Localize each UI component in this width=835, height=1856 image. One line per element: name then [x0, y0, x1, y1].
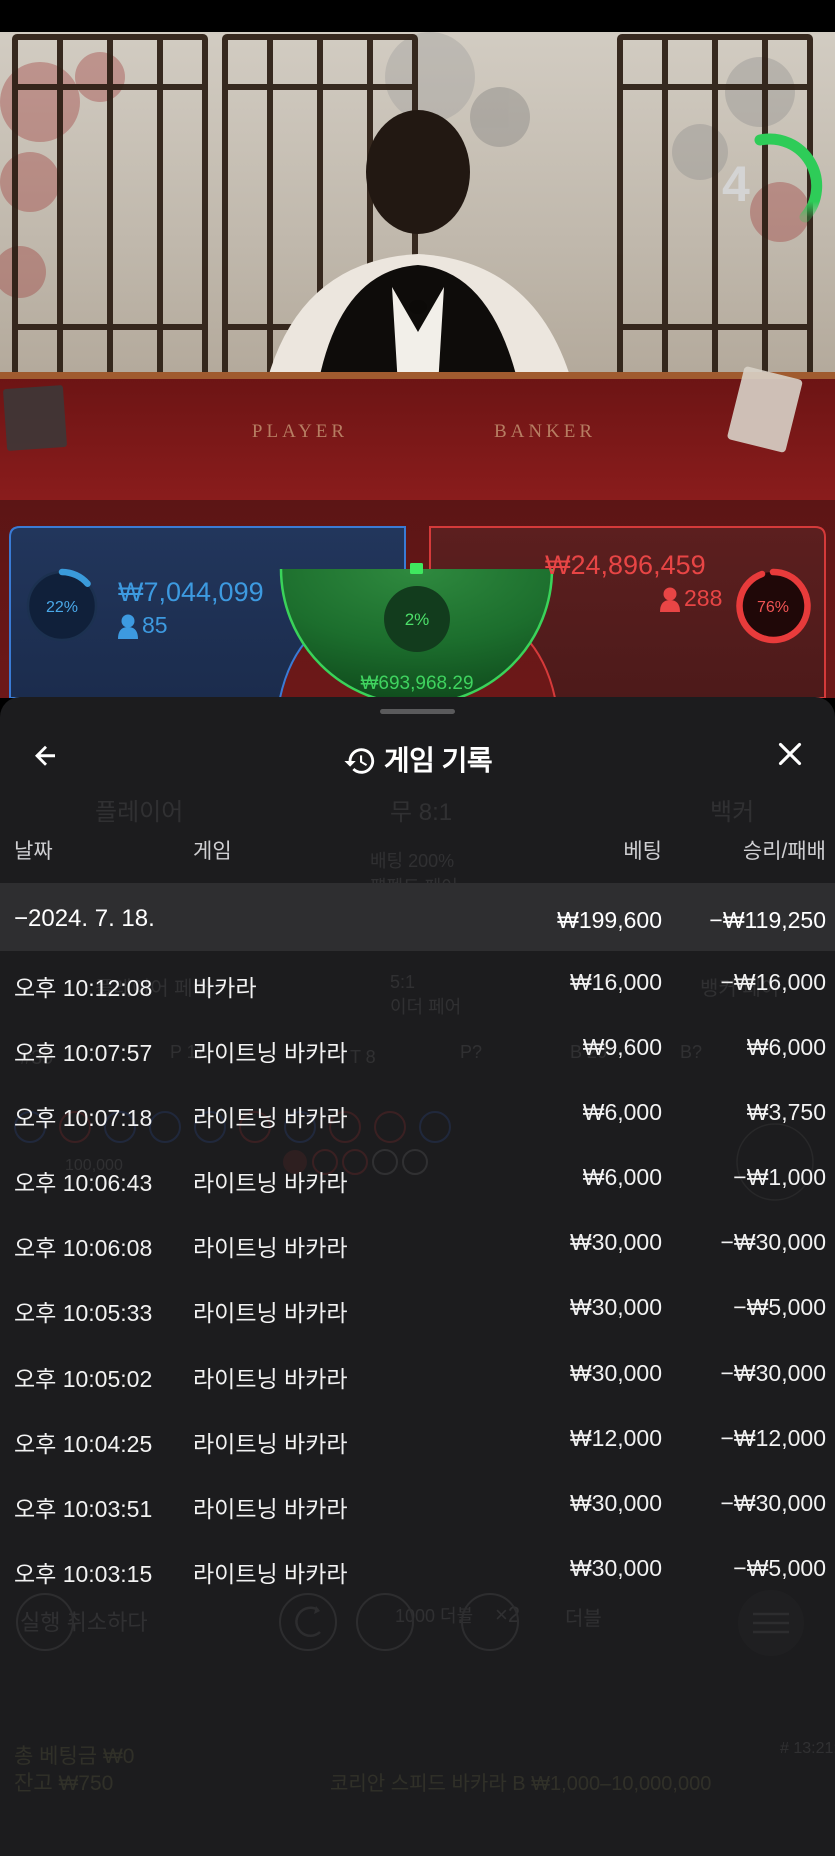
svg-text:BANKER: BANKER	[494, 421, 596, 442]
svg-text:288: 288	[684, 585, 722, 611]
svg-text:PLAYER: PLAYER	[252, 421, 348, 442]
svg-text:2%: 2%	[405, 610, 430, 629]
svg-text:₩693,968.29: ₩693,968.29	[360, 673, 473, 694]
svg-text:22%: 22%	[46, 599, 78, 616]
svg-text:85: 85	[142, 612, 168, 638]
svg-text:76%: 76%	[757, 599, 789, 616]
svg-text:4: 4	[722, 156, 750, 212]
svg-text:₩24,896,459: ₩24,896,459	[545, 550, 706, 580]
svg-text:₩7,044,099: ₩7,044,099	[118, 577, 264, 607]
